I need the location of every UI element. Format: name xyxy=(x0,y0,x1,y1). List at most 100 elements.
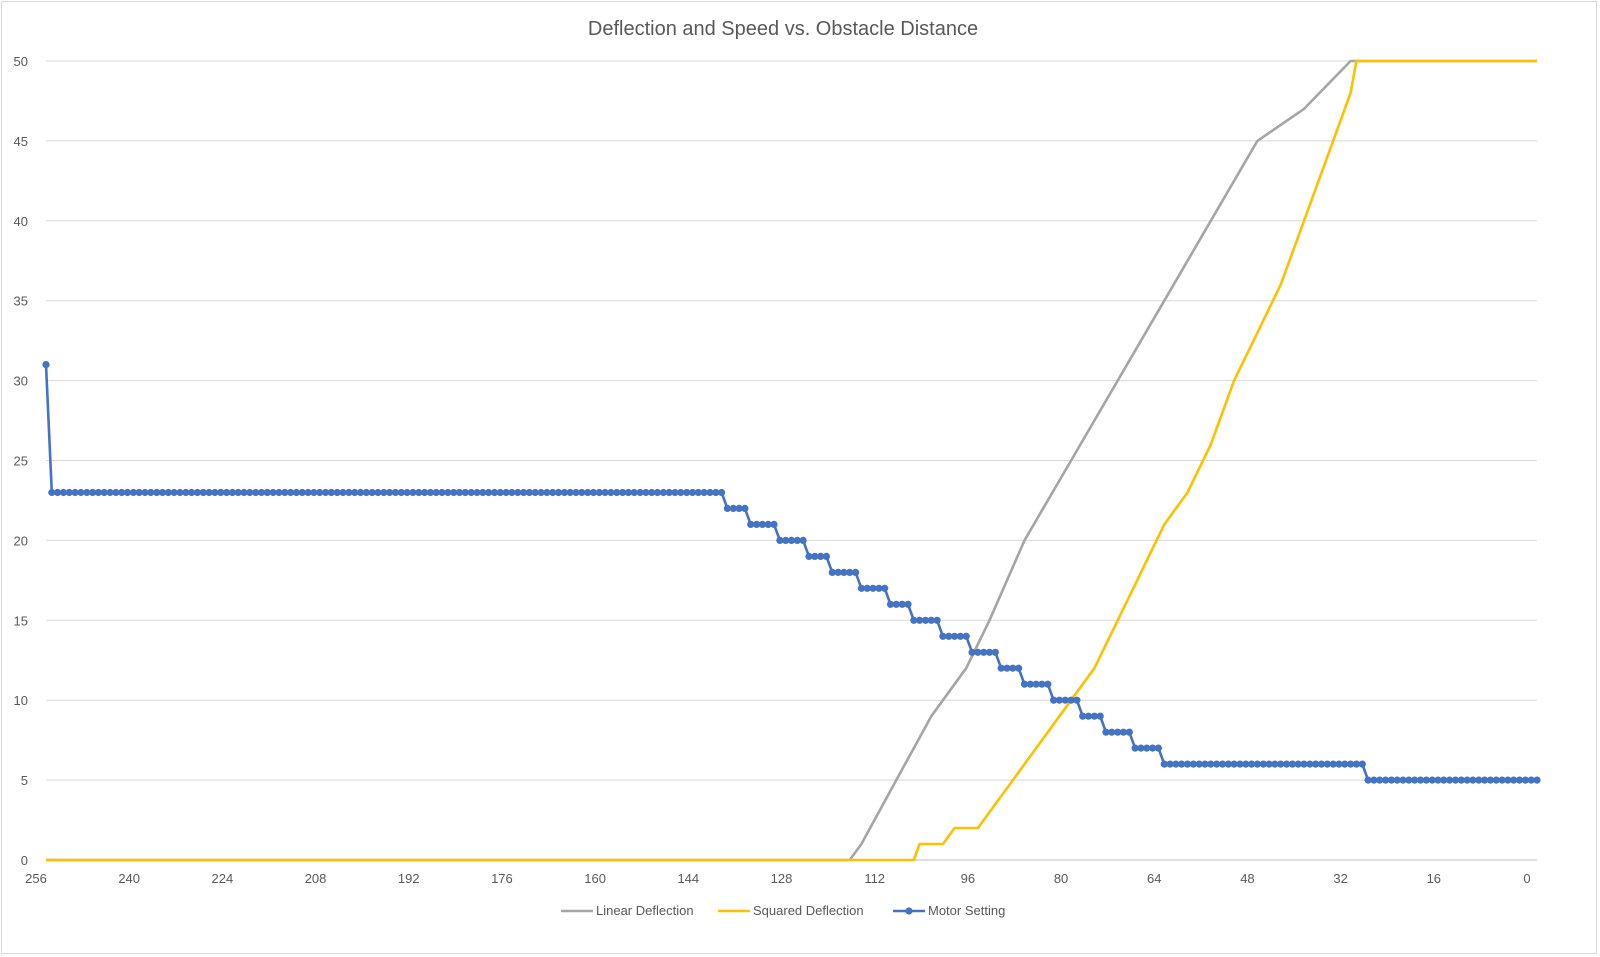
data-point xyxy=(327,488,335,497)
data-point xyxy=(956,632,965,640)
data-point xyxy=(438,488,446,497)
data-point xyxy=(927,616,935,624)
data-point xyxy=(287,488,295,497)
data-point xyxy=(48,488,56,497)
data-point xyxy=(852,568,860,577)
data-point xyxy=(1114,728,1122,736)
data-point xyxy=(811,552,819,561)
data-point xyxy=(409,488,417,497)
data-point xyxy=(1370,776,1378,784)
data-point xyxy=(1498,776,1506,784)
data-point xyxy=(444,488,452,497)
data-point xyxy=(1265,760,1273,768)
data-point xyxy=(1242,760,1250,768)
data-point xyxy=(834,568,842,577)
data-point xyxy=(374,488,382,497)
data-point xyxy=(584,488,592,497)
data-point xyxy=(601,488,609,497)
data-point xyxy=(1376,776,1384,784)
data-point xyxy=(211,488,219,497)
y-tick-label: 0 xyxy=(21,853,28,868)
data-point xyxy=(881,584,889,592)
data-point xyxy=(514,488,522,497)
data-point xyxy=(450,488,458,497)
data-point xyxy=(391,488,400,497)
data-point xyxy=(118,488,126,497)
x-tick-label: 240 xyxy=(118,871,140,886)
data-point xyxy=(613,488,621,497)
data-point xyxy=(263,488,271,497)
data-point xyxy=(77,488,85,497)
data-point xyxy=(1055,696,1063,704)
data-point xyxy=(665,488,673,497)
data-point xyxy=(485,488,493,497)
data-point xyxy=(1143,744,1151,752)
data-point xyxy=(1294,760,1302,768)
data-point xyxy=(65,488,73,497)
data-point xyxy=(141,488,149,497)
data-point xyxy=(129,488,137,497)
legend-item: Linear Deflection xyxy=(561,903,694,918)
data-point xyxy=(89,488,97,497)
data-point xyxy=(316,488,324,497)
data-point xyxy=(333,488,341,497)
data-point xyxy=(1469,776,1477,784)
data-point xyxy=(1137,744,1145,752)
data-point xyxy=(764,520,772,529)
data-point xyxy=(1358,760,1366,768)
data-point xyxy=(158,488,167,497)
data-point xyxy=(770,520,778,529)
series-linear-deflection xyxy=(46,59,1537,862)
data-point xyxy=(1183,760,1192,768)
data-point xyxy=(648,488,656,497)
data-point xyxy=(252,488,260,497)
data-point xyxy=(479,488,487,497)
x-tick-label: 144 xyxy=(677,871,699,886)
data-point xyxy=(869,584,877,592)
data-point xyxy=(1515,776,1524,784)
data-point xyxy=(1108,728,1116,736)
data-point xyxy=(1352,760,1360,768)
data-point xyxy=(83,488,91,497)
data-point xyxy=(356,488,365,497)
data-point xyxy=(1003,664,1011,672)
data-point xyxy=(135,488,143,497)
data-point xyxy=(619,488,627,497)
data-point xyxy=(1283,760,1291,768)
data-point xyxy=(1207,760,1215,768)
data-point xyxy=(1527,776,1535,784)
data-point xyxy=(304,488,312,497)
data-point xyxy=(71,488,79,497)
data-point xyxy=(298,488,306,497)
data-point xyxy=(1341,760,1349,768)
legend-label: Linear Deflection xyxy=(596,903,694,918)
data-point xyxy=(753,520,761,529)
data-point xyxy=(985,648,994,656)
data-point xyxy=(572,488,580,497)
data-point xyxy=(170,488,178,497)
legend-label: Motor Setting xyxy=(928,903,1005,918)
data-point xyxy=(1020,680,1029,688)
data-point xyxy=(671,488,679,497)
data-point xyxy=(223,488,231,497)
data-point xyxy=(310,488,318,497)
data-point xyxy=(1329,760,1337,768)
y-tick-label: 25 xyxy=(14,454,28,469)
x-tick-label: 256 xyxy=(25,871,47,886)
data-point xyxy=(1405,776,1413,784)
data-point xyxy=(386,488,394,497)
data-point xyxy=(822,552,831,561)
data-point xyxy=(1119,728,1128,736)
data-point xyxy=(461,488,469,497)
data-point xyxy=(228,488,236,497)
data-point xyxy=(962,632,970,640)
data-point xyxy=(54,488,62,497)
data-point xyxy=(1038,680,1046,688)
data-point xyxy=(787,536,796,545)
data-point xyxy=(723,504,732,512)
data-point xyxy=(1347,760,1355,768)
data-point xyxy=(467,488,475,497)
data-point xyxy=(554,488,563,497)
data-point xyxy=(153,488,161,497)
